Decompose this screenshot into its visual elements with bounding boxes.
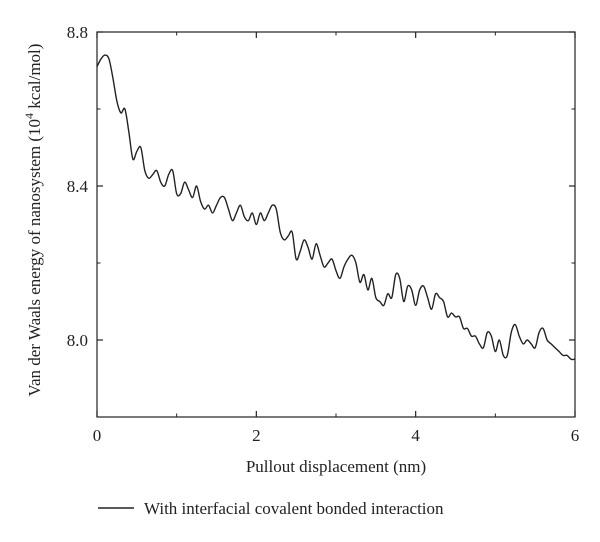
y-axis-title-superscript: 4 <box>22 113 36 119</box>
x-axis-title: Pullout displacement (nm) <box>246 457 426 476</box>
y-tick-label: 8.4 <box>67 177 89 196</box>
axis-ticks <box>96 31 576 418</box>
data-series <box>96 54 576 361</box>
y-axis-title-main: Van der Waals energy of nanosystem (10 <box>25 119 44 397</box>
x-tick-label: 4 <box>411 426 420 445</box>
x-tick-label: 2 <box>252 426 261 445</box>
y-axis-title: Van der Waals energy of nanosystem (104 … <box>22 44 44 397</box>
x-tick-label: 6 <box>571 426 580 445</box>
plot-area-border <box>96 31 576 418</box>
axis-tick-labels: 0 2 4 6 8.0 8.4 8.8 <box>67 23 580 445</box>
legend-label: With interfacial covalent bonded interac… <box>144 499 444 518</box>
y-tick-label: 8.0 <box>67 331 88 350</box>
x-tick-label: 0 <box>93 426 102 445</box>
y-tick-label: 8.8 <box>67 23 88 42</box>
series-line-0 <box>96 54 576 361</box>
y-axis-title-unit: kcal/mol) <box>25 44 44 113</box>
legend: With interfacial covalent bonded interac… <box>98 499 444 518</box>
plot-frame <box>96 31 576 418</box>
